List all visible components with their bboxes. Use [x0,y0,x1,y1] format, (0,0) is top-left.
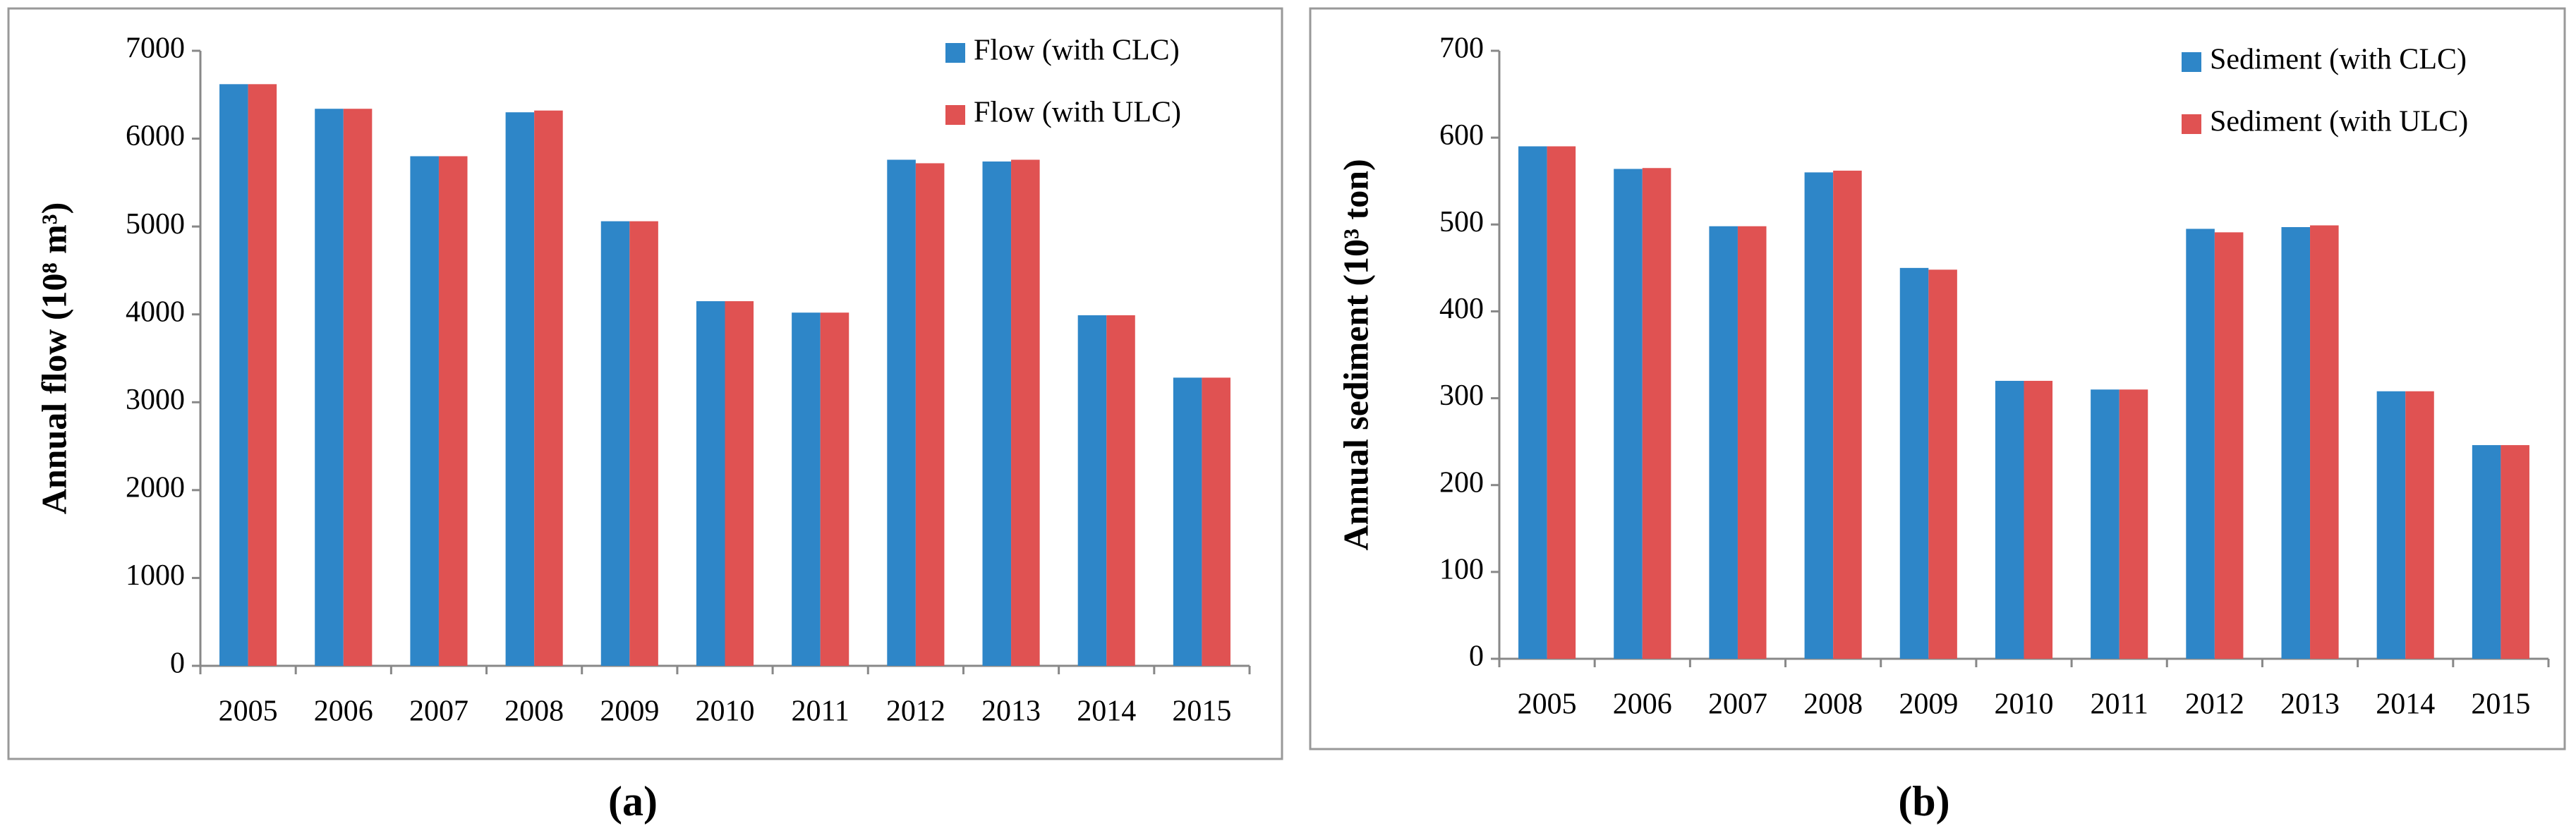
bar [505,112,535,666]
bar [2214,232,2244,659]
x-tick-label: 2005 [1518,688,1577,721]
caption: (b) [1898,778,1949,825]
legend-label: Flow (with CLC) [974,35,1180,67]
y-tick-label: 100 [1439,553,1484,585]
legend-swatch [2182,114,2201,134]
y-tick-label: 700 [1439,32,1484,65]
bar [1173,377,1202,666]
y-tick-label: 6000 [126,120,185,152]
x-tick-label: 2012 [886,695,945,728]
bar [219,84,248,666]
y-tick-label: 200 [1439,466,1484,499]
bar [915,163,945,667]
bar [2501,445,2529,659]
bar [887,159,916,666]
bar [820,312,849,666]
bar [1709,226,1738,659]
bar [1077,315,1107,666]
x-tick-label: 2015 [2471,688,2530,721]
y-tick-label: 400 [1439,293,1484,325]
x-tick-label: 2015 [1172,695,1231,728]
bar [792,312,821,666]
x-tick-label: 2009 [1899,688,1958,721]
bar [1518,146,1547,659]
panel-frame [1309,7,2566,750]
bar [410,156,439,666]
panel-frame [7,7,1283,760]
x-tick-label: 2011 [791,695,849,728]
legend-swatch [945,105,965,125]
y-tick-label: 4000 [126,296,185,328]
bar [1011,159,1040,666]
bar [1106,315,1135,666]
bar [2310,225,2339,659]
y-tick-label: 3000 [126,384,185,416]
y-tick-label: 5000 [126,208,185,241]
x-tick-label: 2014 [1077,695,1136,728]
x-tick-label: 2014 [2376,688,2435,721]
bar [1833,170,1862,659]
x-tick-label: 2013 [981,695,1041,728]
bar [315,109,344,666]
x-tick-label: 2013 [2280,688,2340,721]
bar [1928,269,1957,659]
x-tick-label: 2010 [696,695,755,728]
bar [2405,391,2434,659]
y-tick-label: 0 [1469,640,1484,673]
y-tick-label: 0 [170,647,185,680]
legend-label: Sediment (with CLC) [2210,44,2467,76]
bar [2091,389,2120,659]
legend-swatch [945,43,965,63]
bar [1614,169,1643,659]
bar [725,301,754,666]
legend-swatch [2182,52,2201,72]
x-tick-label: 2008 [1803,688,1863,721]
x-tick-label: 2006 [314,695,373,728]
bar [2472,445,2501,659]
bar [2186,229,2215,659]
bar [2024,380,2053,659]
bar [438,156,468,666]
y-tick-label: 300 [1439,379,1484,412]
bar [1804,172,1834,659]
x-tick-label: 2005 [219,695,278,728]
bar [1737,226,1767,659]
bar [696,301,725,666]
bar [1642,168,1671,659]
x-tick-label: 2010 [1995,688,2054,721]
bar [982,161,1012,666]
x-tick-label: 2008 [504,695,564,728]
legend-label: Flow (with ULC) [974,97,1181,129]
bar [1202,377,1230,666]
y-tick-label: 7000 [126,32,185,65]
y-axis-title: Annual sediment (10³ ton) [1336,159,1375,550]
y-tick-label: 600 [1439,119,1484,152]
bar [629,221,658,666]
x-tick-label: 2007 [409,695,468,728]
bar [343,109,373,666]
x-tick-label: 2009 [600,695,659,728]
bar [248,84,277,666]
x-tick-label: 2012 [2185,688,2244,721]
x-tick-label: 2011 [2090,688,2148,721]
bar [2119,389,2148,659]
x-tick-label: 2007 [1708,688,1767,721]
bar [2376,391,2406,659]
bar [1995,380,2024,659]
y-tick-label: 2000 [126,471,185,504]
y-axis-title: Annual flow (10⁸ m³) [34,202,73,515]
bar [1547,146,1576,659]
caption: (a) [608,778,658,825]
y-tick-label: 500 [1439,206,1484,238]
bar [2281,226,2311,659]
bar [1899,267,1929,659]
bar [600,221,630,666]
y-tick-label: 1000 [126,559,185,592]
bar [534,110,563,667]
legend-label: Sediment (with ULC) [2210,106,2468,138]
x-tick-label: 2006 [1613,688,1672,721]
